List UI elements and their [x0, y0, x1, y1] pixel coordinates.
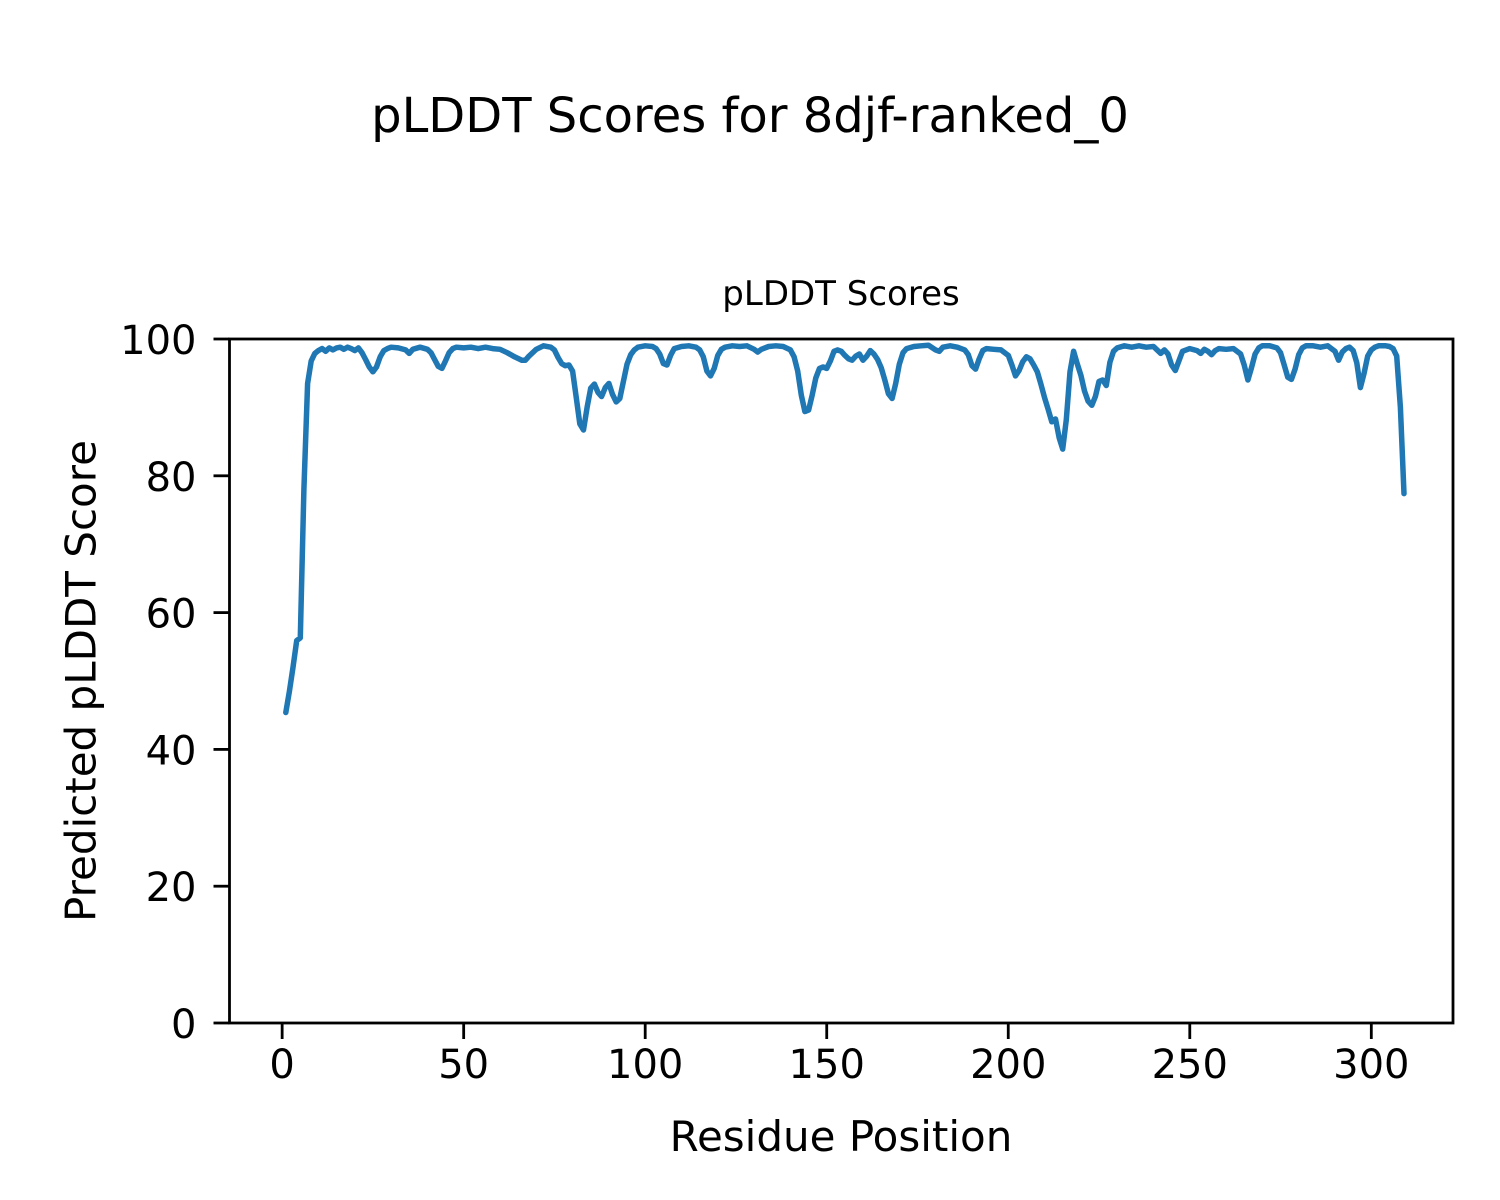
- axes-title: pLDDT Scores: [722, 274, 960, 314]
- x-tick-label: 50: [438, 1042, 489, 1088]
- y-tick-label: 0: [171, 1002, 196, 1048]
- x-tick-label: 300: [1333, 1042, 1409, 1088]
- y-tick-label: 60: [146, 592, 197, 638]
- x-tick-label: 0: [269, 1042, 294, 1088]
- plot-frame: [228, 337, 1455, 1025]
- plddt-line: [283, 342, 1407, 716]
- y-tick-label: 100: [120, 318, 196, 364]
- x-tick-label: 100: [607, 1042, 683, 1088]
- figure-title: pLDDT Scores for 8djf-ranked_0: [371, 88, 1129, 144]
- y-tick-label: 80: [146, 455, 197, 501]
- x-tick-label: 200: [970, 1042, 1046, 1088]
- y-tick-label: 20: [146, 865, 197, 911]
- y-tick-label: 40: [146, 728, 197, 774]
- x-tick-label: 250: [1152, 1042, 1228, 1088]
- x-axis-label: Residue Position: [669, 1112, 1013, 1161]
- x-tick-label: 150: [789, 1042, 865, 1088]
